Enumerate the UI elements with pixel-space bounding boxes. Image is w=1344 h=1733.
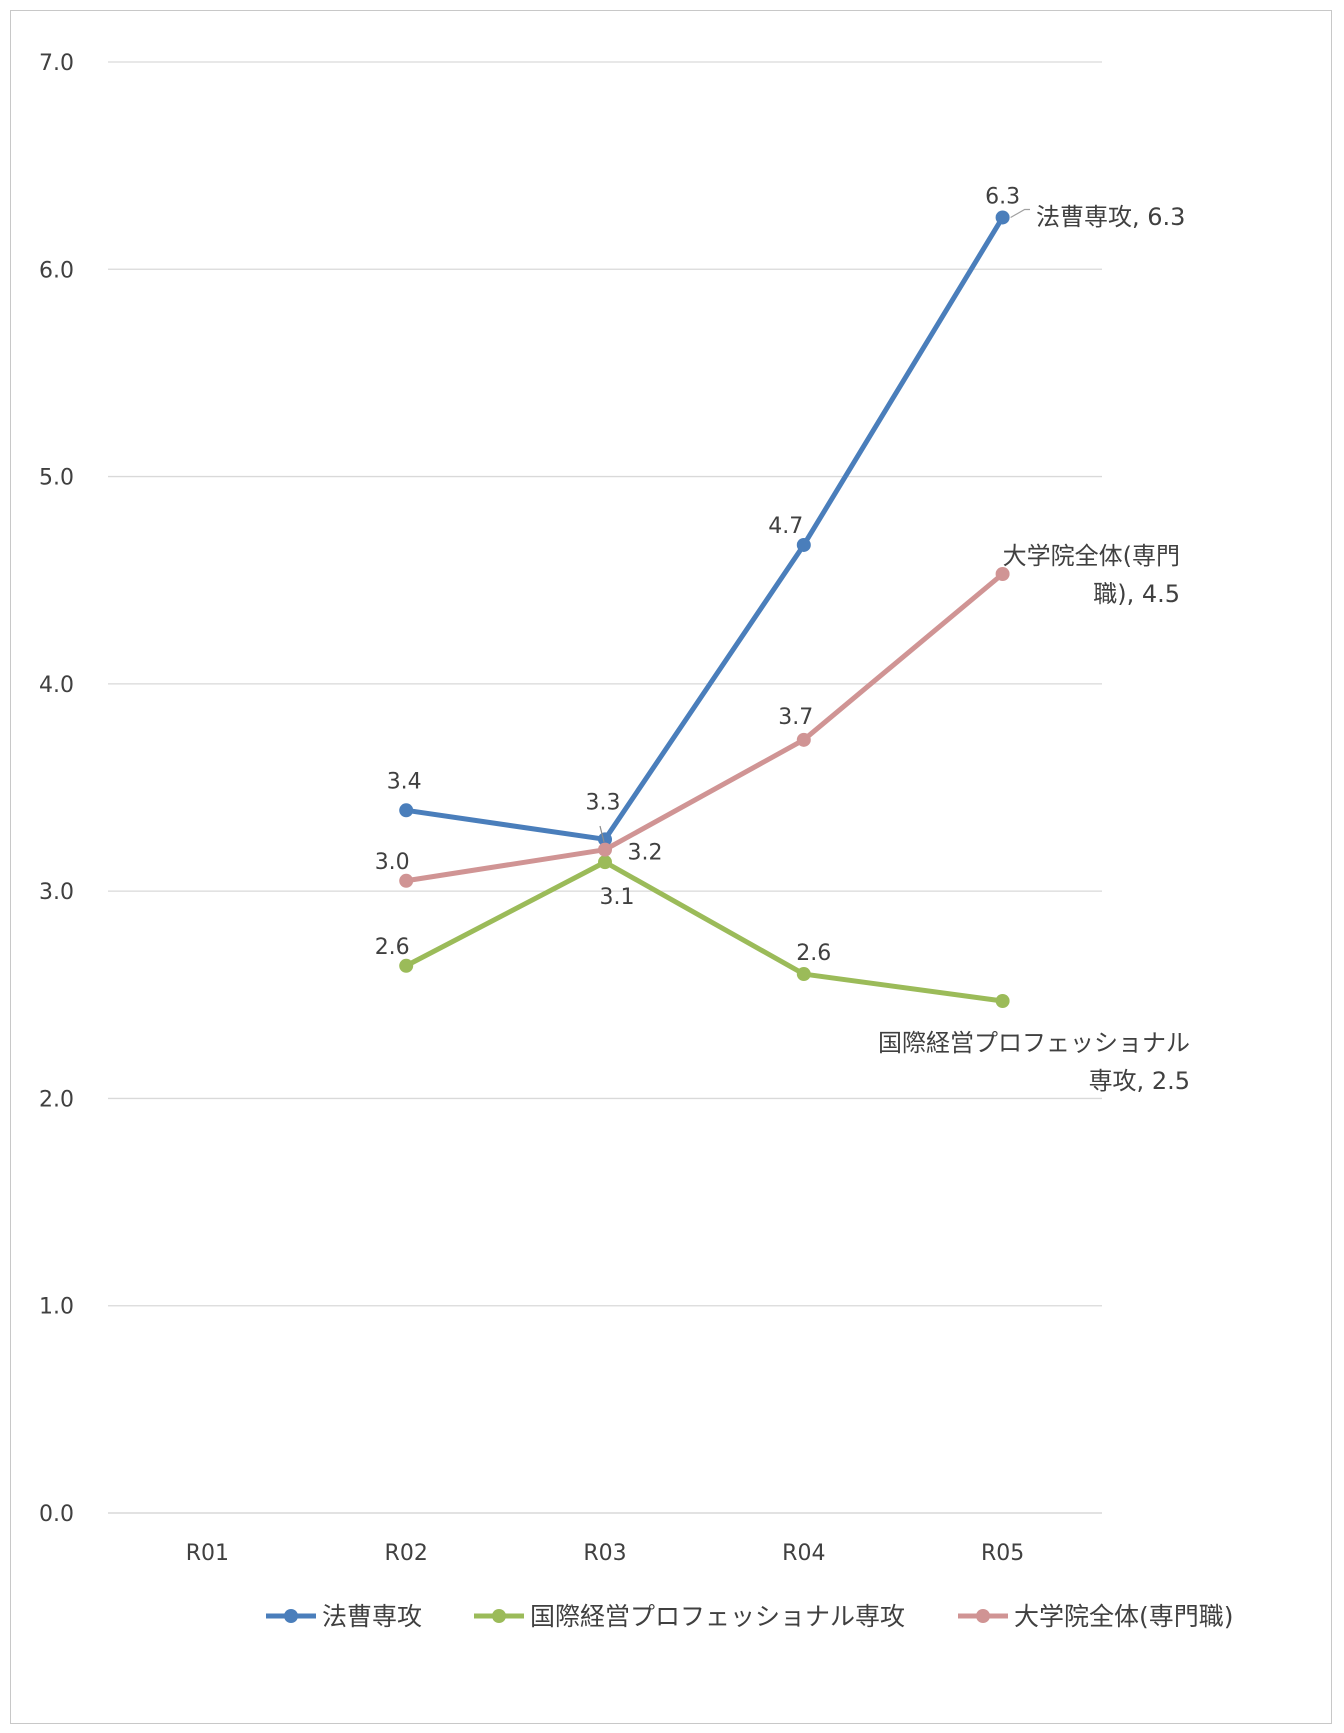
- data-label: 2.6: [796, 941, 831, 966]
- data-label: 3.4: [387, 769, 422, 794]
- data-point: [399, 958, 414, 973]
- y-tick-label: 6.0: [39, 258, 74, 283]
- y-tick-label: 4.0: [39, 673, 74, 698]
- data-label: 3.7: [778, 705, 813, 730]
- data-point: [399, 803, 414, 818]
- y-tick-label: 1.0: [39, 1295, 74, 1320]
- data-point: [995, 994, 1010, 1009]
- y-tick-label: 5.0: [39, 466, 74, 491]
- x-tick-label: R02: [385, 1541, 428, 1566]
- data-label: 3.1: [600, 885, 635, 910]
- data-label: 3.3: [586, 790, 621, 815]
- chart-frame: [10, 10, 1332, 1724]
- end-label-leader: [1010, 208, 1030, 218]
- data-label: 3.2: [628, 841, 663, 866]
- legend-swatch-marker: [284, 1609, 298, 1623]
- data-point: [796, 537, 811, 552]
- series-end-label: 専攻, 2.5: [1089, 1067, 1190, 1095]
- x-tick-label: R05: [981, 1541, 1024, 1566]
- x-tick-label: R01: [186, 1541, 229, 1566]
- legend-label: 法曹専攻: [322, 1602, 422, 1631]
- data-point: [598, 855, 612, 870]
- data-label: 2.6: [375, 935, 410, 960]
- y-tick-label: 3.0: [39, 880, 74, 905]
- legend-swatch-marker: [492, 1609, 506, 1623]
- y-tick-label: 7.0: [39, 51, 74, 76]
- data-label: 4.7: [768, 514, 803, 539]
- data-point: [598, 842, 612, 857]
- label-leader: [599, 825, 605, 843]
- data-point: [995, 210, 1010, 225]
- data-label: 6.3: [985, 184, 1020, 209]
- data-label: 3.0: [375, 850, 410, 875]
- series-end-label: 大学院全体(専門: [1003, 542, 1180, 570]
- data-point: [598, 832, 612, 847]
- data-point: [796, 732, 811, 747]
- series-line: [403, 214, 1006, 842]
- series-end-label: 法曹専攻, 6.3: [1036, 203, 1185, 231]
- series-line: [403, 859, 1006, 1004]
- y-tick-label: 0.0: [39, 1502, 74, 1527]
- y-tick-label: 2.0: [39, 1087, 74, 1112]
- legend-label: 大学院全体(専門職): [1014, 1602, 1234, 1631]
- data-point: [796, 967, 811, 982]
- legend-label: 国際経営プロフェッショナル専攻: [530, 1602, 905, 1631]
- x-tick-label: R03: [583, 1541, 626, 1566]
- series-end-label: 国際経営プロフェッショナル: [878, 1029, 1190, 1057]
- x-tick-label: R04: [782, 1541, 825, 1566]
- data-point: [399, 873, 414, 888]
- data-point: [995, 566, 1010, 581]
- series-line: [403, 571, 1006, 884]
- legend-swatch-marker: [976, 1609, 990, 1623]
- series-end-label: 職), 4.5: [1093, 580, 1180, 608]
